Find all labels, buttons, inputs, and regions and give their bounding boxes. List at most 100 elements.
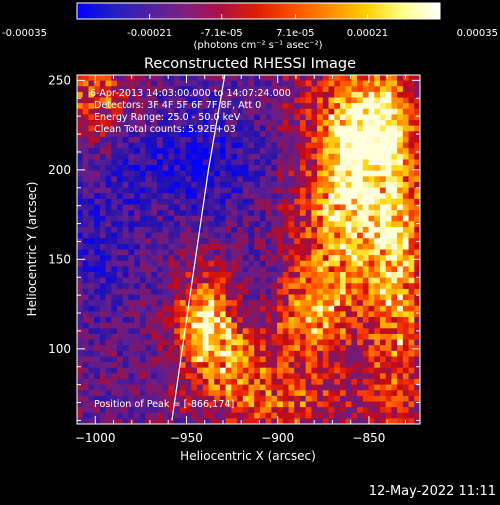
heatmap-cell (202, 221, 209, 228)
heatmap-cell (134, 322, 141, 329)
heatmap-cell (88, 418, 95, 425)
heatmap-cell (259, 97, 267, 104)
heatmap-cell (197, 328, 204, 335)
heatmap-cell (271, 210, 278, 217)
heatmap-cell (408, 339, 415, 346)
heatmap-cell (94, 384, 101, 391)
heatmap-cell (391, 288, 398, 295)
heatmap-cell (242, 350, 249, 357)
heatmap-cell (77, 181, 84, 188)
heatmap-cell (117, 193, 124, 200)
heatmap-cell (351, 226, 358, 234)
heatmap-cell (277, 294, 284, 301)
heatmap-cell (174, 317, 181, 324)
heatmap-cell (94, 159, 101, 166)
heatmap-cell (197, 356, 204, 363)
heatmap-cell (357, 401, 364, 408)
heatmap-cell (402, 193, 409, 200)
heatmap-cell (111, 80, 118, 87)
heatmap-cell (191, 412, 198, 419)
heatmap-cell (334, 153, 341, 160)
heatmap-cell (362, 226, 369, 234)
heatmap-cell (99, 418, 106, 425)
heatmap-cell (414, 120, 421, 127)
heatmap-cell (248, 193, 255, 200)
heatmap-cell (334, 193, 341, 200)
heatmap-cell (139, 373, 146, 380)
heatmap-cell (128, 266, 135, 273)
heatmap-cell (362, 187, 369, 194)
heatmap-cell (237, 159, 244, 166)
heatmap-cell (254, 317, 261, 324)
heatmap-cell (162, 226, 169, 234)
heatmap-cell (402, 198, 409, 205)
heatmap-cell (197, 305, 204, 312)
heatmap-cell (117, 266, 124, 273)
heatmap-cell (299, 243, 307, 250)
heatmap-cell (334, 418, 341, 425)
heatmap-cell (391, 142, 398, 149)
heatmap-cell (317, 339, 324, 346)
heatmap-cell (248, 153, 255, 160)
heatmap-cell (414, 142, 421, 149)
heatmap-cell (334, 395, 341, 402)
heatmap-cell (288, 232, 295, 239)
heatmap-cell (414, 305, 421, 312)
heatmap-cell (145, 243, 152, 250)
heatmap-cell (162, 125, 169, 132)
heatmap-cell (94, 373, 101, 380)
heatmap-cell (197, 294, 204, 301)
heatmap-cell (225, 243, 232, 250)
heatmap-cell (248, 418, 255, 425)
heatmap-cell (128, 91, 135, 98)
heatmap-cell (94, 350, 101, 357)
heatmap-cell (345, 249, 352, 256)
heatmap-cell (145, 181, 152, 188)
heatmap-cell (105, 80, 112, 87)
heatmap-cell (391, 311, 398, 318)
heatmap-cell (185, 215, 192, 222)
heatmap-cell (151, 283, 158, 290)
heatmap-cell (391, 243, 398, 250)
heatmap-cell (408, 266, 415, 273)
heatmap-cell (151, 75, 158, 82)
heatmap-cell (345, 350, 352, 357)
heatmap-cell (219, 249, 227, 256)
heatmap-cell (128, 384, 135, 391)
heatmap-cell (242, 148, 249, 155)
heatmap-cell (414, 390, 421, 397)
heatmap-cell (162, 412, 169, 419)
heatmap-cell (111, 395, 118, 402)
heatmap-cell (397, 328, 404, 335)
heatmap-cell (168, 97, 175, 104)
heatmap-cell (168, 153, 175, 160)
heatmap-cell (145, 373, 152, 380)
heatmap-cell (128, 322, 135, 329)
heatmap-cell (128, 131, 135, 138)
heatmap-cell (288, 407, 295, 414)
heatmap-cell (99, 148, 106, 155)
heatmap-cell (197, 322, 204, 329)
heatmap-cell (179, 120, 187, 127)
heatmap-cell (225, 260, 232, 267)
heatmap-cell (88, 390, 95, 397)
heatmap-cell (374, 97, 381, 104)
heatmap-cell (328, 283, 335, 290)
heatmap-cell (414, 345, 421, 352)
heatmap-cell (379, 384, 387, 391)
heatmap-cell (282, 210, 289, 217)
heatmap-cell (162, 148, 169, 155)
heatmap-cell (271, 103, 278, 110)
heatmap-cell (311, 300, 318, 307)
heatmap-cell (134, 384, 141, 391)
heatmap-cell (225, 395, 232, 402)
heatmap-cell (397, 339, 404, 346)
heatmap-cell (254, 362, 261, 369)
heatmap-cell (185, 367, 192, 374)
heatmap-cell (231, 165, 238, 172)
heatmap-cell (259, 412, 267, 419)
heatmap-cell (259, 378, 267, 385)
heatmap-cell (179, 294, 187, 301)
heatmap-cell (202, 210, 209, 217)
heatmap-cell (162, 165, 169, 172)
